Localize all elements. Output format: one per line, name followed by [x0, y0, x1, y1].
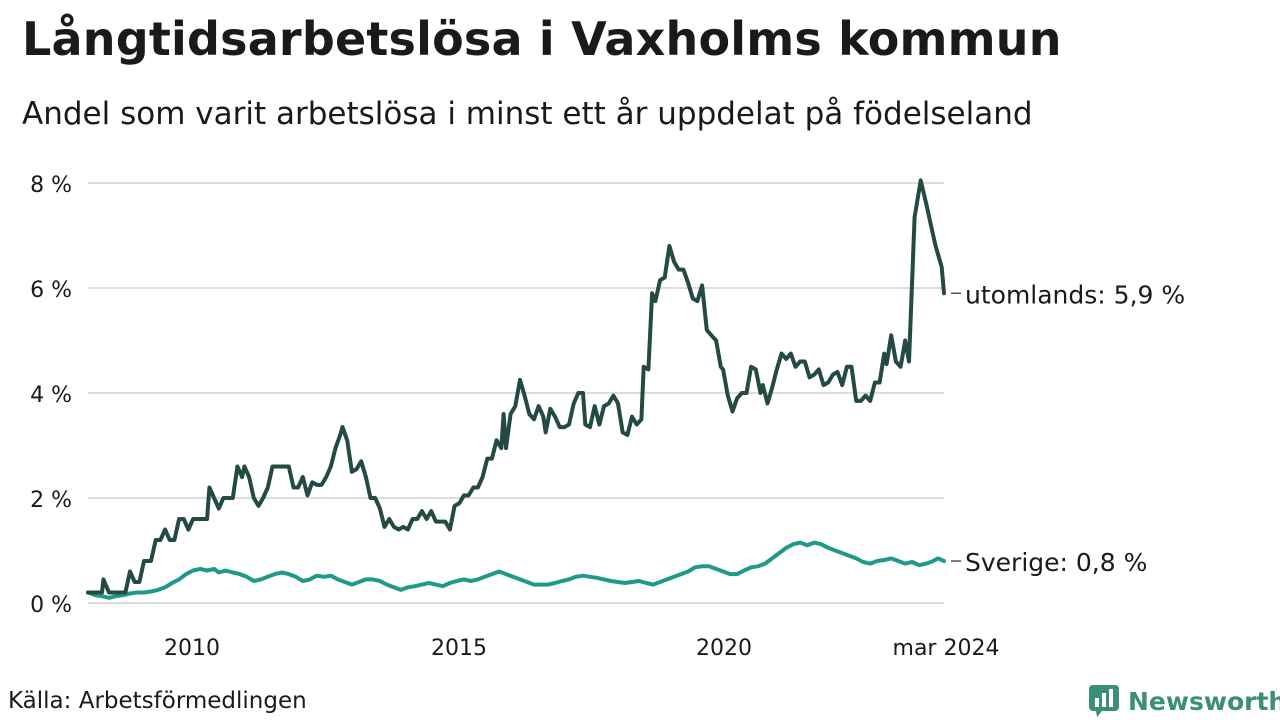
- y-tick-label: 0 %: [30, 593, 72, 618]
- series-line-utomlands: [86, 178, 946, 595]
- x-tick-label: 2015: [431, 636, 487, 661]
- y-tick-label: 4 %: [30, 383, 72, 408]
- y-tick-label: 6 %: [30, 278, 72, 303]
- brand-name: Newsworthy: [1128, 686, 1280, 716]
- brand-logo[interactable]: Newsworthy: [1088, 684, 1280, 718]
- series-line-sverige: [86, 540, 946, 600]
- y-tick-label: 8 %: [30, 173, 72, 198]
- chart-title: Långtidsarbetslösa i Vaxholms kommun: [22, 12, 1062, 66]
- series-end-labels: utomlands: 5,9 % Sverige: 0,8 %: [951, 280, 1185, 577]
- series-lines: [86, 178, 946, 600]
- x-tick-label: 2020: [696, 636, 752, 661]
- newsworthy-logo-icon: [1089, 685, 1119, 717]
- x-tick-label: 2010: [164, 636, 220, 661]
- y-axis-ticks: 0 % 2 % 4 % 6 % 8 %: [30, 173, 72, 618]
- end-label-sverige: Sverige: 0,8 %: [965, 548, 1147, 577]
- source-note: Källa: Arbetsförmedlingen: [8, 688, 307, 714]
- chart-subtitle: Andel som varit arbetslösa i minst ett å…: [22, 96, 1033, 132]
- x-tick-label: mar 2024: [893, 636, 1000, 661]
- y-tick-label: 2 %: [30, 488, 72, 513]
- x-axis-ticks: 2010 2015 2020 mar 2024: [164, 636, 999, 661]
- end-label-utomlands: utomlands: 5,9 %: [965, 280, 1185, 309]
